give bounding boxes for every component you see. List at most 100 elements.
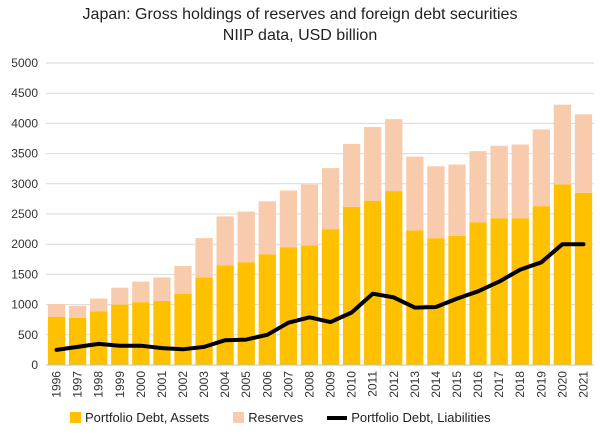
bar-reserves-2002 [174, 265, 192, 294]
y-tick-label-3500: 3500 [11, 147, 38, 161]
bar-portfolio-debt-assets-2021 [574, 192, 593, 365]
legend: Portfolio Debt, Assets Reserves Portfoli… [70, 410, 515, 425]
bar-portfolio-debt-assets-2011 [364, 200, 382, 365]
y-tick-label-4000: 4000 [11, 116, 38, 130]
bar-reserves-2004 [216, 216, 234, 266]
x-tick-label-2002: 2002 [176, 371, 190, 398]
x-tick-label-2010: 2010 [345, 371, 359, 398]
x-tick-label-1998: 1998 [92, 371, 106, 398]
bar-portfolio-debt-assets-2008 [300, 245, 319, 365]
legend-item-portfolio-debt-liabilities: Portfolio Debt, Liabilities [327, 410, 491, 425]
legend-swatch-portfolio-debt-liabilities [327, 415, 348, 420]
bar-portfolio-debt-assets-2003 [195, 277, 213, 365]
bar-reserves-2006 [258, 201, 276, 255]
legend-item-portfolio-debt-assets: Portfolio Debt, Assets [70, 410, 209, 425]
x-tick-label-2018: 2018 [513, 371, 527, 398]
x-tick-label-2016: 2016 [471, 371, 485, 398]
bar-reserves-2020 [553, 104, 572, 185]
bar-reserves-1996 [47, 303, 66, 317]
bar-portfolio-debt-assets-2001 [153, 300, 171, 365]
bar-portfolio-debt-assets-2006 [258, 254, 276, 365]
x-tick-label-2006: 2006 [260, 371, 274, 398]
bar-portfolio-debt-assets-1996 [47, 316, 66, 365]
bar-reserves-2021 [574, 114, 593, 193]
x-tick-label-2008: 2008 [302, 371, 316, 398]
x-tick-label-2013: 2013 [408, 371, 422, 398]
legend-label-reserves: Reserves [248, 410, 304, 425]
y-tick-label-0: 0 [31, 358, 38, 372]
bar-reserves-2007 [279, 190, 298, 248]
x-tick-label-2007: 2007 [281, 371, 295, 398]
x-tick-label-2001: 2001 [155, 371, 169, 398]
bar-reserves-2016 [469, 151, 487, 223]
legend-label-portfolio-debt-liabilities: Portfolio Debt, Liabilities [351, 410, 491, 425]
bar-portfolio-debt-assets-2013 [406, 230, 424, 365]
x-tick-label-2000: 2000 [134, 371, 148, 398]
bar-reserves-2005 [237, 211, 255, 263]
y-tick-label-2500: 2500 [11, 207, 38, 221]
bar-reserves-2009 [321, 168, 340, 230]
x-tick-label-2004: 2004 [218, 371, 232, 398]
bar-portfolio-debt-assets-2014 [427, 238, 445, 365]
legend-item-reserves: Reserves [233, 410, 303, 425]
x-tick-label-1997: 1997 [71, 371, 85, 398]
y-tick-label-3000: 3000 [11, 177, 38, 191]
y-tick-label-2000: 2000 [11, 237, 38, 251]
bar-portfolio-debt-assets-1999 [111, 304, 129, 365]
x-tick-label-2017: 2017 [492, 371, 506, 398]
bar-portfolio-debt-assets-2020 [553, 184, 572, 365]
bar-reserves-2001 [153, 277, 171, 301]
bar-reserves-2019 [532, 129, 550, 207]
bar-portfolio-debt-assets-1997 [68, 317, 87, 365]
y-tick-label-4500: 4500 [11, 86, 38, 100]
bar-reserves-2000 [132, 281, 150, 303]
y-tick-label-1000: 1000 [11, 298, 38, 312]
bar-reserves-2011 [364, 127, 382, 201]
legend-swatch-portfolio-debt-assets [70, 412, 81, 423]
bar-portfolio-debt-assets-2017 [490, 218, 508, 365]
bar-portfolio-debt-assets-2009 [321, 229, 340, 365]
bar-portfolio-debt-assets-2016 [469, 222, 487, 365]
bar-reserves-2003 [195, 238, 213, 278]
x-tick-label-2020: 2020 [555, 371, 569, 398]
bar-reserves-2012 [385, 119, 403, 192]
bar-reserves-2008 [300, 184, 319, 246]
y-tick-label-500: 500 [18, 328, 38, 342]
bar-portfolio-debt-assets-2005 [237, 262, 255, 365]
x-tick-label-2019: 2019 [534, 371, 548, 398]
legend-swatch-reserves [233, 412, 245, 423]
y-tick-label-1500: 1500 [11, 267, 38, 281]
bar-portfolio-debt-assets-1998 [90, 311, 108, 365]
bar-portfolio-debt-assets-2002 [174, 293, 192, 365]
chart-subtitle: NIIP data, USD billion [222, 27, 378, 44]
legend-label-portfolio-debt-assets: Portfolio Debt, Assets [85, 410, 210, 425]
series-line-portfolio-debt-liabilities [54, 242, 586, 352]
chart-title: Japan: Gross holdings of reserves and fo… [82, 6, 518, 23]
bar-reserves-1998 [90, 298, 108, 312]
bar-reserves-2018 [511, 144, 529, 219]
bar-reserves-2014 [427, 166, 445, 239]
x-tick-label-1996: 1996 [50, 371, 64, 398]
bar-portfolio-debt-assets-2012 [385, 191, 403, 365]
bar-portfolio-debt-assets-2019 [532, 206, 550, 365]
x-tick-label-2015: 2015 [450, 371, 464, 398]
x-tick-label-2011: 2011 [366, 371, 380, 397]
bar-reserves-1999 [111, 287, 129, 305]
bar-portfolio-debt-assets-2000 [132, 302, 150, 365]
x-tick-label-1999: 1999 [113, 371, 127, 398]
x-tick-label-2005: 2005 [239, 371, 253, 398]
x-tick-label-2021: 2021 [576, 371, 590, 398]
y-tick-label-5000: 5000 [11, 56, 38, 70]
bar-portfolio-debt-assets-2018 [511, 218, 529, 365]
bar-reserves-2015 [448, 164, 466, 236]
bar-portfolio-debt-assets-2004 [216, 265, 234, 365]
bar-reserves-2013 [406, 156, 424, 231]
bar-reserves-2017 [490, 145, 508, 219]
bar-reserves-1997 [68, 305, 87, 318]
bar-portfolio-debt-assets-2007 [279, 247, 298, 365]
bar-portfolio-debt-assets-2010 [342, 206, 361, 365]
x-tick-label-2003: 2003 [197, 371, 211, 398]
x-tick-label-2014: 2014 [429, 371, 443, 398]
x-tick-label-2012: 2012 [387, 371, 401, 398]
